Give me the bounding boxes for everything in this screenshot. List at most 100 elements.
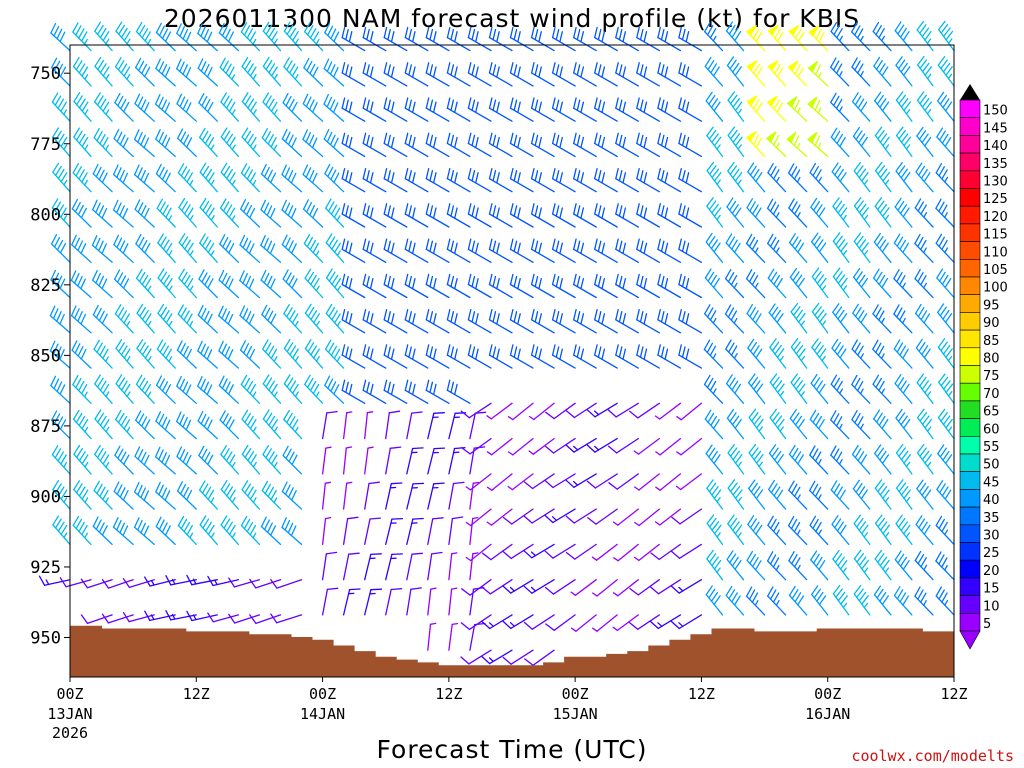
wind-barb	[657, 203, 682, 228]
wind-barb	[591, 543, 618, 561]
wind-barb	[725, 339, 745, 369]
x-tick-label: 12Z	[688, 685, 715, 703]
wind-barb	[916, 408, 934, 440]
wind-barb	[895, 514, 913, 546]
colorbar-swatch	[959, 276, 981, 296]
wind-barb	[134, 199, 155, 228]
wind-barb	[874, 161, 892, 193]
chart-title: 2026011300 NAM forecast wind profile (kt…	[164, 4, 860, 33]
wind-barb	[385, 588, 403, 616]
wind-barb	[852, 303, 871, 334]
wind-barb	[341, 273, 366, 299]
wind-barb	[507, 402, 534, 421]
wind-barb	[649, 579, 682, 595]
wind-barb	[935, 198, 955, 228]
wind-barb	[155, 163, 176, 193]
wind-barb	[228, 613, 261, 624]
wind-barb	[92, 516, 113, 546]
colorbar-label: 20	[983, 564, 1000, 579]
colorbar-label: 70	[983, 387, 1000, 402]
colorbar-swatch	[959, 382, 981, 402]
wind-barb	[383, 203, 408, 228]
wind-barb	[282, 445, 303, 475]
wind-barb	[636, 308, 660, 334]
colorbar-label: 80	[983, 352, 1000, 367]
wind-barb	[530, 26, 555, 52]
wind-barb	[789, 409, 808, 440]
colorbar-label: 45	[983, 475, 1000, 490]
colorbar-label: 90	[983, 316, 1000, 331]
wind-barb	[705, 232, 724, 263]
wind-barb	[509, 62, 534, 87]
wind-barb	[704, 409, 724, 440]
wind-barb	[176, 340, 197, 369]
wind-barb	[281, 164, 303, 193]
wind-barb	[239, 305, 261, 334]
wind-barb	[853, 196, 871, 228]
x-tick-date: 16JAN	[805, 705, 850, 723]
wind-barb	[853, 514, 871, 546]
wind-barb	[460, 437, 492, 455]
colorbar-label: 95	[983, 298, 1000, 313]
wind-barb	[364, 588, 383, 616]
wind-barb	[406, 482, 425, 510]
wind-barb	[207, 575, 240, 587]
colorbar-swatch	[959, 418, 981, 437]
wind-barb	[465, 473, 492, 491]
wind-barb	[404, 273, 429, 299]
wind-barb	[113, 234, 134, 263]
wind-barb	[114, 92, 134, 122]
wind-barb	[769, 408, 787, 440]
wind-barb	[446, 273, 471, 299]
wind-barb	[830, 445, 850, 475]
wind-barb	[832, 549, 850, 581]
wind-barb	[594, 238, 618, 263]
wind-barb	[385, 446, 402, 475]
wind-barb	[488, 308, 513, 334]
wind-barb	[633, 543, 660, 562]
wind-barb	[565, 437, 597, 453]
wind-barb	[176, 411, 197, 440]
wind-barb	[509, 273, 534, 299]
wind-barb	[706, 126, 724, 158]
wind-barb	[586, 473, 618, 489]
wind-barb	[768, 479, 787, 510]
wind-barb	[788, 480, 808, 510]
wind-barb	[156, 339, 176, 369]
wind-barb	[385, 517, 404, 546]
wind-barb	[809, 162, 829, 193]
wind-barb	[220, 162, 240, 193]
wind-barb	[488, 273, 513, 299]
wind-barb	[594, 132, 618, 158]
wind-barb	[446, 308, 471, 334]
colorbar-label: 125	[983, 192, 1008, 207]
wind-barb	[633, 437, 660, 455]
wind-barb	[488, 132, 513, 158]
wind-barb	[342, 446, 353, 475]
wind-barb	[364, 553, 382, 581]
wind-barb	[488, 26, 513, 52]
wind-barb	[239, 340, 261, 369]
wind-barb	[241, 409, 261, 440]
wind-barb	[937, 56, 955, 87]
wind-barb	[788, 233, 808, 263]
wind-barb	[507, 437, 534, 456]
wind-barb	[809, 515, 829, 546]
wind-barb	[154, 446, 176, 475]
wind-barb	[321, 587, 339, 616]
wind-barb	[303, 233, 324, 263]
wind-barb	[545, 614, 576, 631]
wind-barb	[114, 304, 134, 334]
wind-barb	[262, 339, 282, 369]
wind-barb	[937, 444, 955, 475]
wind-barb	[873, 585, 892, 616]
wind-barb	[261, 480, 282, 510]
wind-barb	[915, 162, 934, 193]
wind-barb	[465, 508, 492, 527]
wind-barb	[852, 479, 871, 510]
wind-barb	[706, 161, 724, 193]
wind-barb	[240, 163, 261, 193]
terrain-fill	[69, 625, 955, 678]
wind-barb	[156, 198, 176, 228]
wind-barb	[49, 305, 71, 334]
